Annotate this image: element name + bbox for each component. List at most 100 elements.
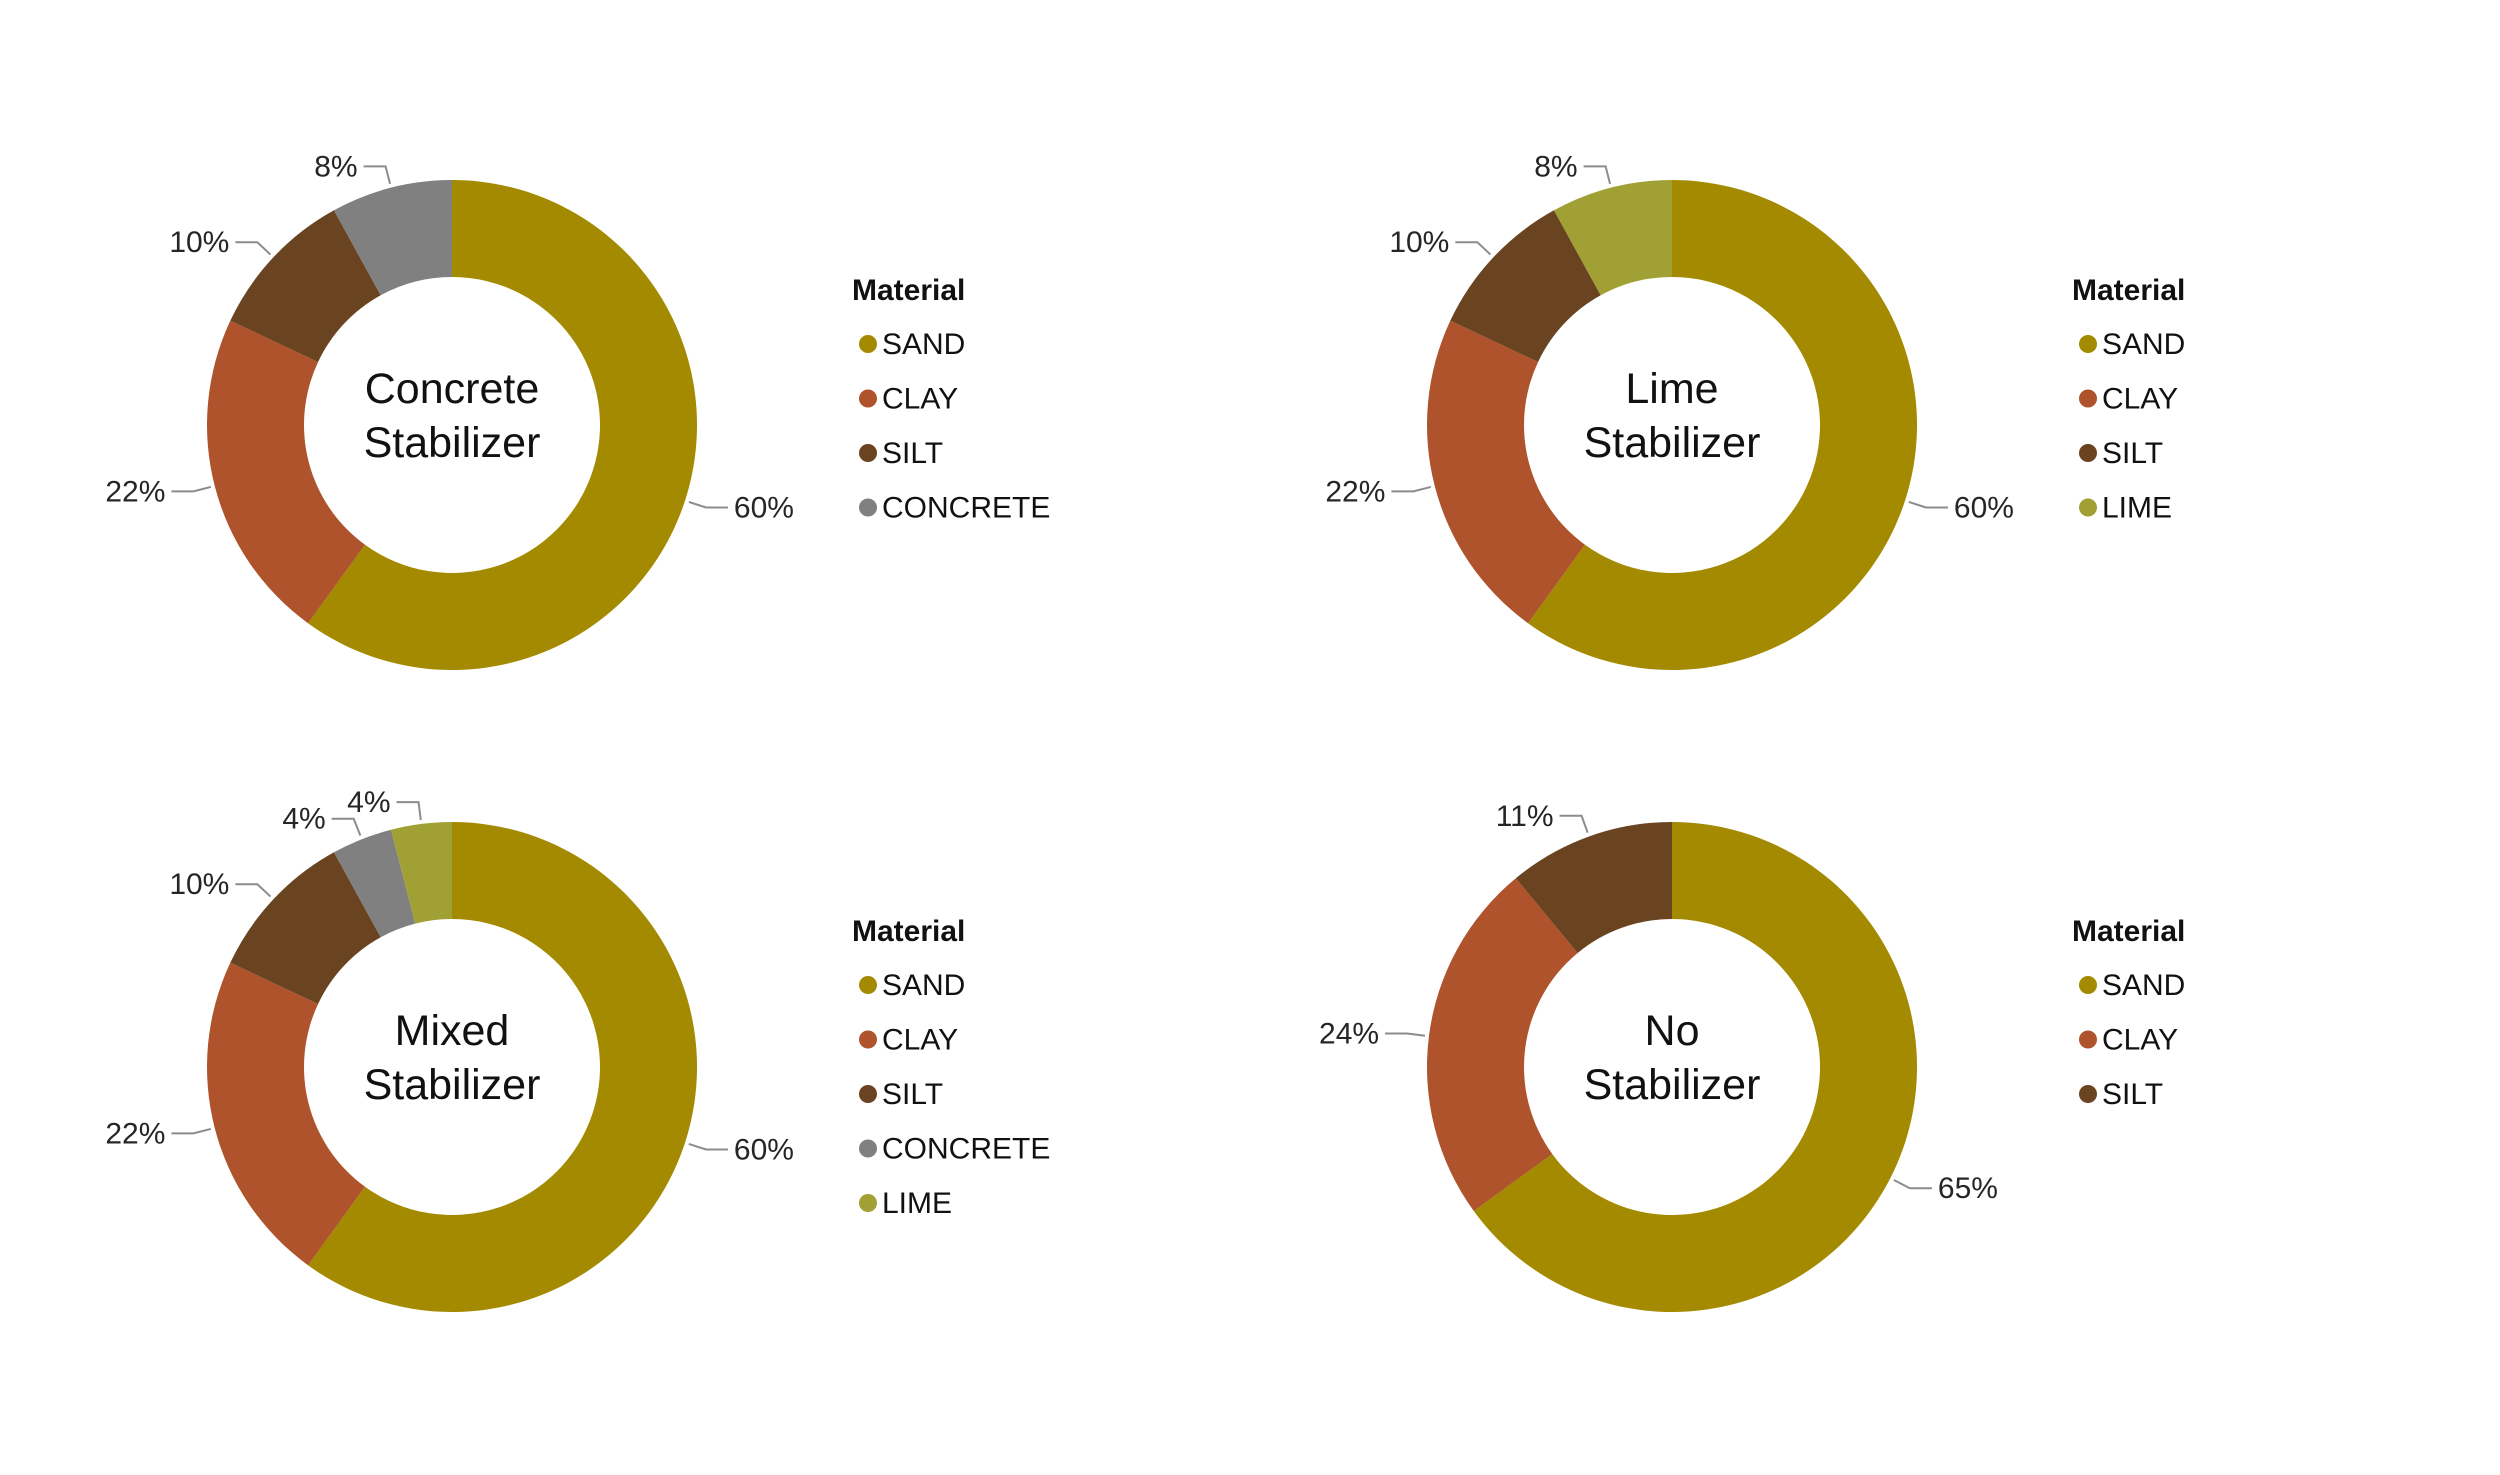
data-label-sand: 60%: [734, 1134, 794, 1167]
slice-silt: [230, 210, 381, 362]
center-label: No: [1645, 1007, 1700, 1055]
center-label: Stabilizer: [364, 419, 541, 467]
data-label-clay: 22%: [105, 475, 165, 508]
legend-marker-clay: [2079, 389, 2097, 408]
legend-item-clay: CLAY: [2102, 1024, 2178, 1057]
data-label-clay: 22%: [105, 1117, 165, 1150]
leader-line: [1391, 485, 1432, 493]
leader-line: [1385, 1032, 1426, 1037]
legend-item-silt: SILT: [2102, 1078, 2163, 1111]
leader-line: [1583, 165, 1612, 185]
data-label-lime: 8%: [1534, 150, 1577, 183]
center-label: Lime: [1625, 365, 1718, 413]
legend-marker-clay: [859, 389, 877, 408]
legend-item-clay: CLAY: [882, 383, 958, 416]
legend-marker-clay: [859, 1030, 877, 1049]
center-label: Stabilizer: [1584, 419, 1761, 467]
data-label-concrete: 4%: [282, 803, 325, 836]
slice-clay: [1426, 320, 1586, 624]
legend-marker-silt: [859, 1085, 877, 1103]
legend-item-sand: SAND: [882, 328, 965, 361]
leader-line: [171, 485, 212, 493]
slice-clay: [207, 962, 366, 1266]
legend-marker-sand: [859, 976, 877, 994]
slice-clay: [206, 320, 366, 624]
leader-line: [1908, 500, 1948, 509]
legend-item-silt: SILT: [882, 1078, 943, 1111]
legend-title: Material: [852, 274, 965, 307]
slice-sand: [307, 180, 697, 670]
data-label-silt: 10%: [169, 226, 229, 259]
data-label-clay: 22%: [1325, 475, 1385, 508]
slice-lime: [391, 822, 452, 924]
legend-title: Material: [852, 915, 965, 948]
leader-line: [363, 165, 392, 185]
legend-item-lime: LIME: [882, 1187, 952, 1220]
legend-item-clay: CLAY: [2102, 383, 2178, 416]
donut-chart-4: 65% 24% 11% No Stabilizer Material SAND CLAY SIL…: [1319, 800, 2185, 1312]
legend-marker-silt: [2079, 444, 2097, 462]
legend-title: Material: [2072, 274, 2185, 307]
data-label-silt: 10%: [1389, 226, 1449, 259]
donut-chart-1: 60% 22% 10% 8% Concrete Stabilizer Material SAN…: [105, 150, 1050, 670]
data-label-silt: 10%: [169, 868, 229, 901]
legend: Material SAND CLAY SILT LIME: [2072, 274, 2185, 525]
center-label: Stabilizer: [364, 1061, 541, 1109]
legend-item-clay: CLAY: [882, 1024, 958, 1057]
legend-marker-silt: [2079, 1085, 2097, 1103]
legend-marker-lime: [2079, 498, 2097, 517]
legend-marker-concrete: [859, 498, 877, 517]
slice-lime: [1553, 180, 1672, 296]
leader-line: [688, 500, 728, 509]
legend-item-concrete: CONCRETE: [882, 1133, 1050, 1166]
legend: Material SAND CLAY SILT: [2072, 915, 2185, 1111]
legend-item-sand: SAND: [2102, 328, 2185, 361]
slice-silt: [1515, 822, 1672, 953]
legend-marker-silt: [859, 444, 877, 462]
legend-item-lime: LIME: [2102, 492, 2172, 525]
legend-marker-sand: [2079, 335, 2097, 353]
legend-item-concrete: CONCRETE: [882, 492, 1050, 525]
data-label-concrete: 8%: [314, 150, 357, 183]
legend-marker-concrete: [859, 1139, 877, 1158]
leader-line: [171, 1127, 212, 1135]
legend-title: Material: [2072, 915, 2185, 948]
legend-item-sand: SAND: [882, 969, 965, 1002]
leader-line: [1559, 814, 1589, 834]
legend-item-silt: SILT: [882, 437, 943, 470]
data-label-clay: 24%: [1319, 1018, 1379, 1051]
legend: Material SAND CLAY SILT CONCRETE LIME: [852, 915, 1050, 1220]
leader-line: [1893, 1179, 1932, 1190]
legend-item-sand: SAND: [2102, 969, 2185, 1002]
legend-item-silt: SILT: [2102, 437, 2163, 470]
legend-marker-sand: [859, 335, 877, 353]
donut-chart-2: 60% 22% 10% 8% Lime Stabilizer Material SAND CLA…: [1325, 150, 2185, 670]
legend: Material SAND CLAY SILT CONCRETE: [852, 274, 1050, 525]
slice-clay: [1427, 878, 1578, 1212]
center-label: Mixed: [395, 1007, 510, 1055]
center-label: Concrete: [365, 365, 539, 413]
leader-line: [235, 241, 272, 256]
leader-line: [331, 817, 362, 836]
slice-concrete: [333, 829, 416, 938]
slice-silt: [230, 852, 381, 1004]
slice-sand: [307, 822, 697, 1312]
data-label-sand: 60%: [734, 492, 794, 525]
donut-chart-3: 60% 22% 10% 4% 4% Mixed Stabilizer Material SAND…: [105, 786, 1050, 1312]
data-label-sand: 60%: [1954, 492, 2014, 525]
slice-sand: [1473, 822, 1917, 1312]
leader-line: [396, 801, 422, 821]
slice-silt: [1450, 210, 1601, 362]
data-label-sand: 65%: [1938, 1172, 1998, 1205]
leader-line: [688, 1142, 728, 1151]
leader-line: [235, 883, 272, 898]
slice-concrete: [333, 180, 452, 296]
legend-marker-clay: [2079, 1030, 2097, 1049]
center-label: Stabilizer: [1584, 1061, 1761, 1109]
legend-marker-sand: [2079, 976, 2097, 994]
data-label-silt: 11%: [1496, 800, 1554, 833]
legend-marker-lime: [859, 1194, 877, 1212]
slice-sand: [1527, 180, 1917, 670]
